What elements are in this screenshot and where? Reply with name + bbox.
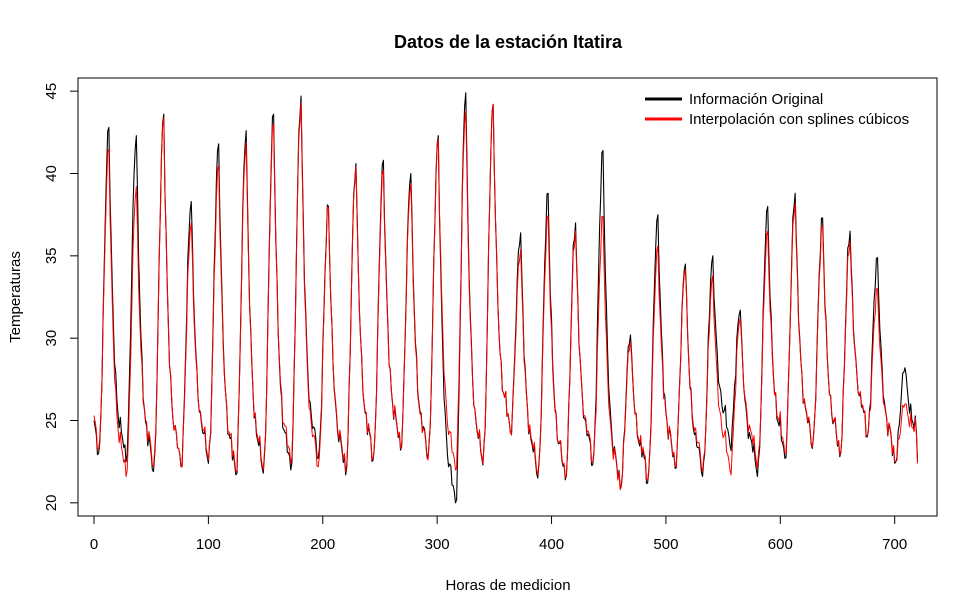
- y-axis: 20 25 30 35 40 45: [43, 83, 79, 511]
- x-tick-label: 500: [653, 536, 678, 553]
- x-tick-label: 600: [768, 536, 793, 553]
- series-line-1: [93, 92, 919, 504]
- chart-title: Datos de la estación Itatira: [394, 32, 623, 52]
- y-tick-label: 35: [43, 247, 60, 264]
- x-tick-label: 0: [90, 536, 98, 553]
- legend-label-1: Información Original: [689, 91, 823, 108]
- x-tick-label: 400: [539, 536, 564, 553]
- legend-label-2: Interpolación con splines cúbicos: [689, 111, 909, 128]
- series-layer: [93, 92, 919, 504]
- y-tick-label: 30: [43, 330, 60, 347]
- series-line-2: [93, 102, 919, 491]
- y-tick-label: 40: [43, 165, 60, 182]
- y-tick-label: 20: [43, 494, 60, 511]
- y-tick-label: 25: [43, 412, 60, 429]
- x-tick-label: 300: [425, 536, 450, 553]
- x-tick-label: 700: [882, 536, 907, 553]
- y-axis-label: Temperaturas: [7, 251, 24, 343]
- x-tick-label: 200: [310, 536, 335, 553]
- x-tick-label: 100: [196, 536, 221, 553]
- y-tick-label: 45: [43, 83, 60, 100]
- x-axis-label: Horas de medicion: [445, 577, 570, 594]
- x-axis: 0 100 200 300 400 500 600 700: [90, 515, 907, 553]
- legend: Información Original Interpolación con sp…: [645, 91, 909, 128]
